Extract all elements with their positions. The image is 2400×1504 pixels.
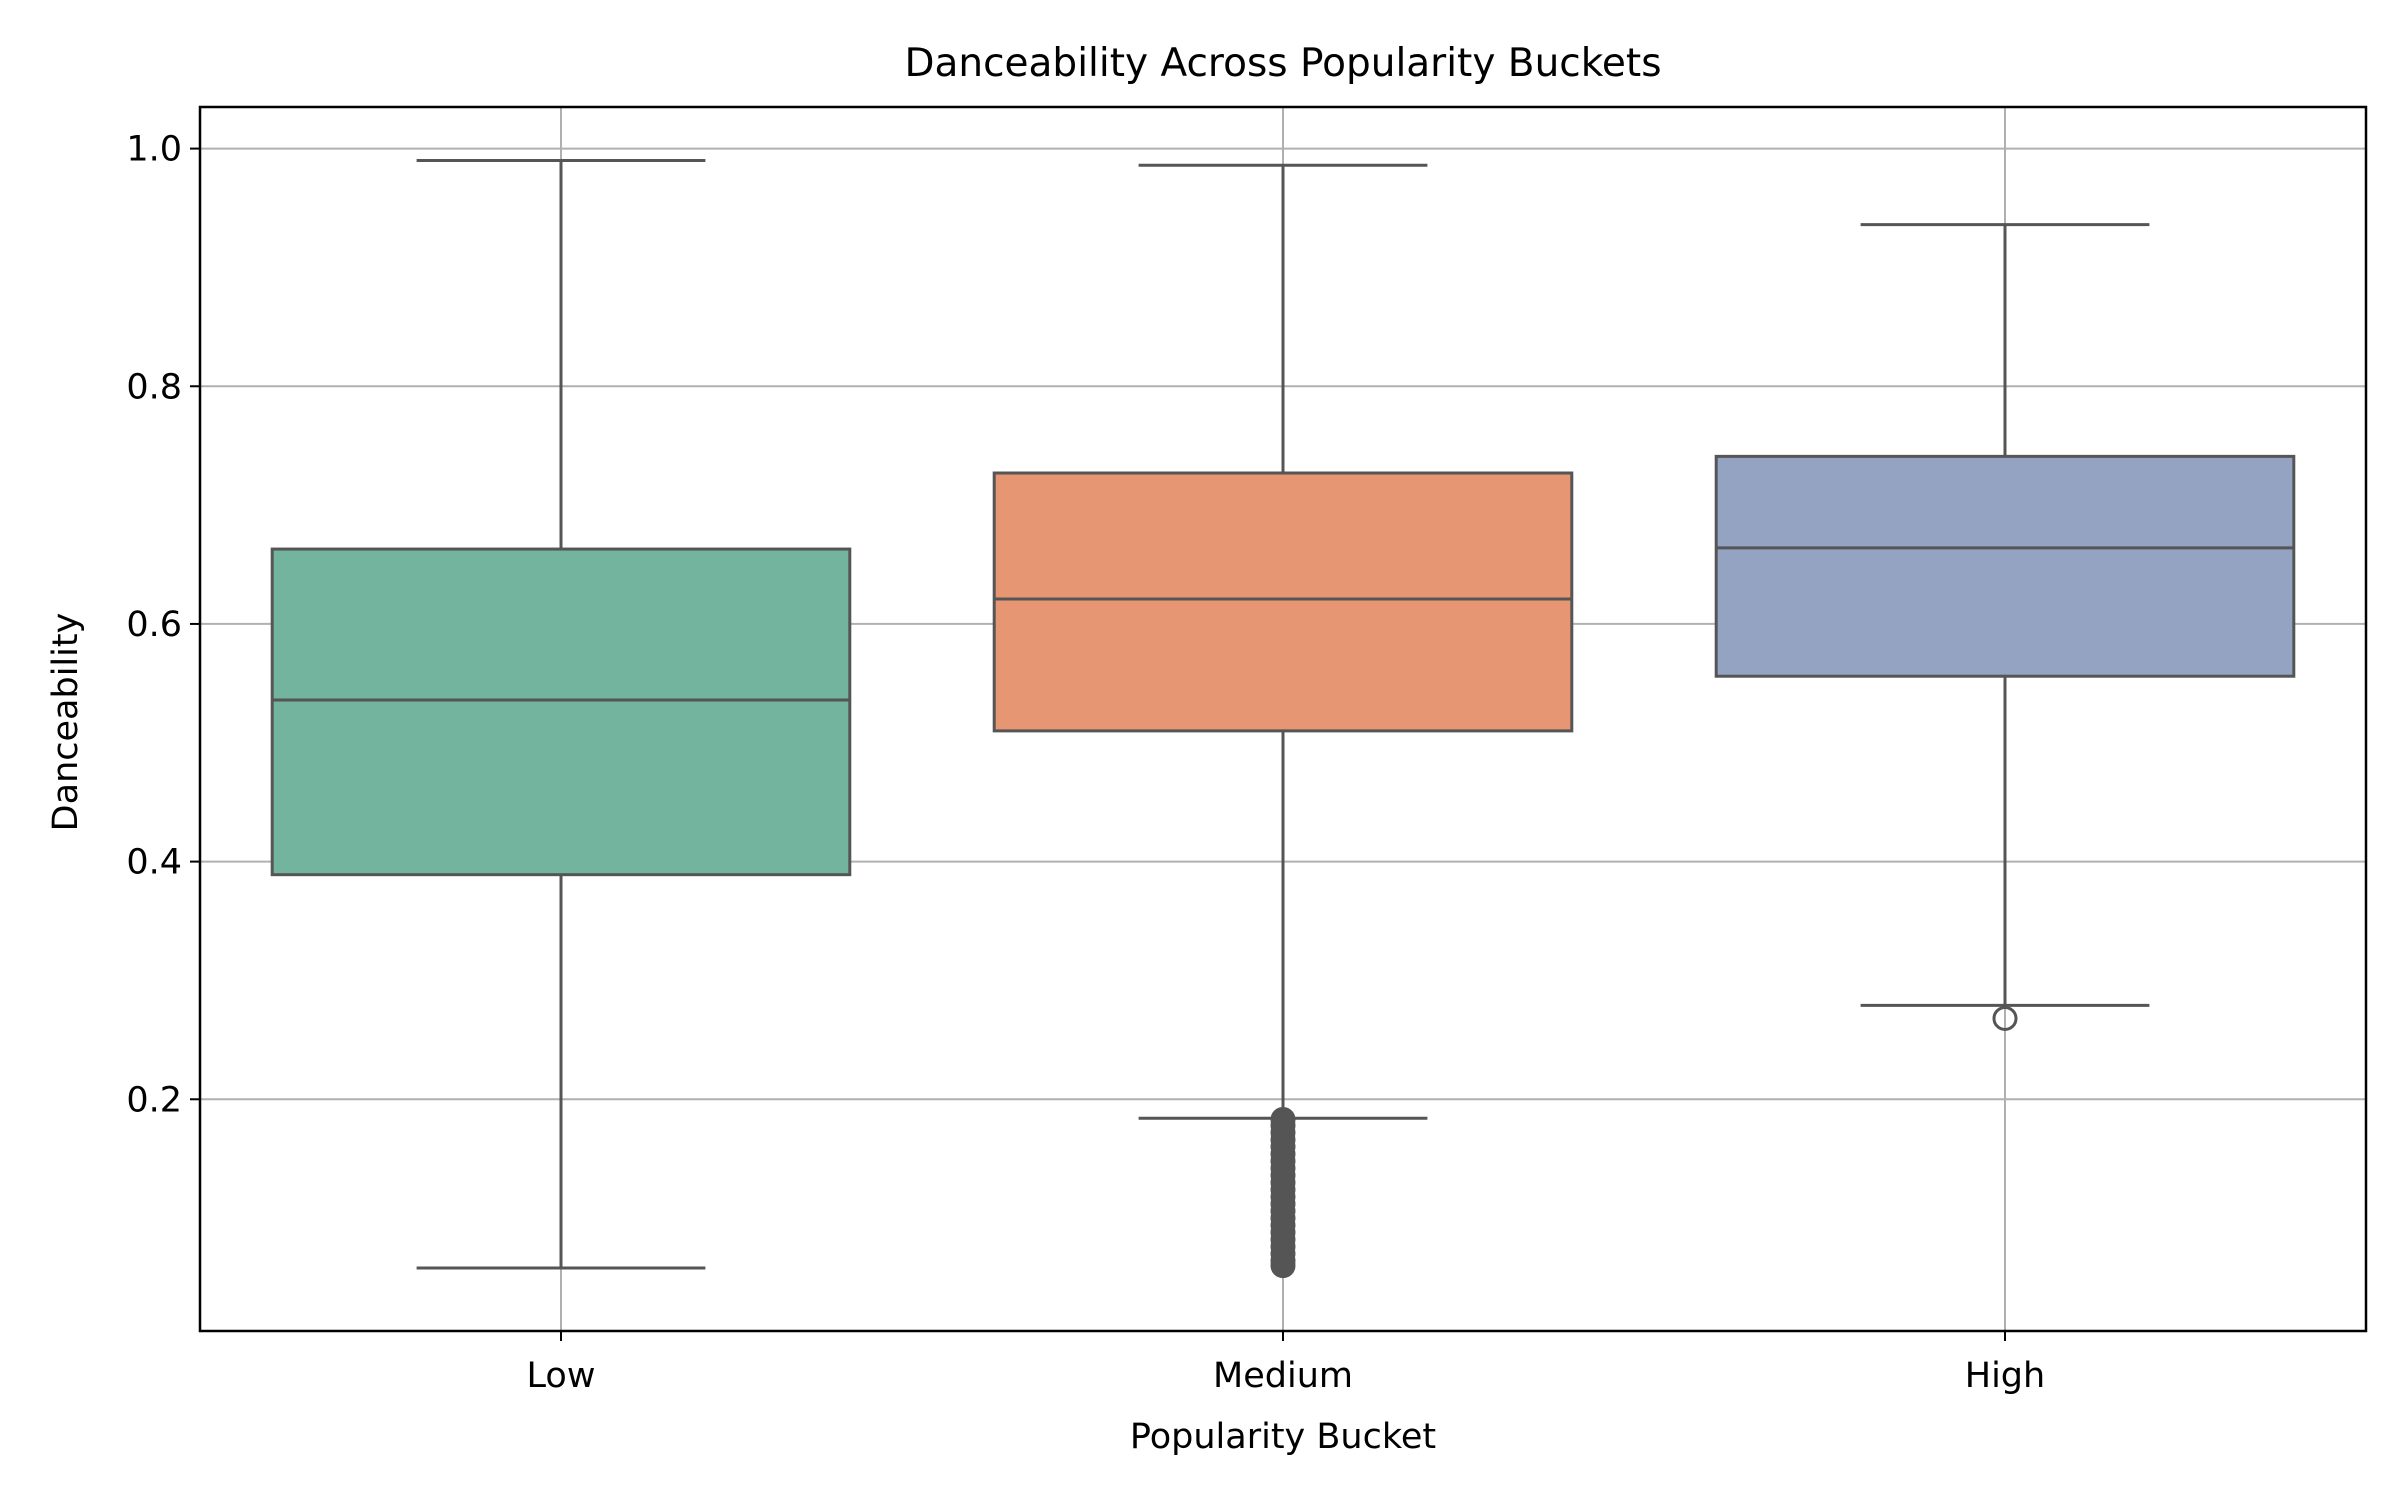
plot-area-frame	[198, 105, 2368, 1333]
x-axis-label: Popularity Bucket	[1130, 1417, 1436, 1457]
x-tick-label: High	[1965, 1356, 2045, 1396]
outlier-point	[1992, 1005, 2018, 1031]
y-tick-label: 1.0	[126, 130, 182, 170]
boxes-group	[270, 158, 2296, 1279]
y-tick-label: 0.6	[126, 605, 182, 645]
box-medium	[992, 163, 1574, 1279]
box-low	[270, 158, 852, 1270]
box-high	[1714, 223, 2296, 1031]
x-tick-label: Medium	[1213, 1356, 1353, 1396]
chart-title: Danceability Across Popularity Buckets	[904, 41, 1661, 86]
iqr-box	[1714, 454, 2296, 678]
y-tick-label: 0.4	[126, 843, 182, 883]
iqr-box	[270, 547, 852, 877]
x-tick-label: Low	[527, 1356, 596, 1396]
y-tick-label: 0.8	[126, 367, 182, 407]
y-axis-label: Danceability	[46, 613, 86, 832]
ticks-group: 0.2 0.4 0.6 0.8 1.0 Low Medium High	[126, 130, 2045, 1396]
outlier-point	[1270, 1253, 1296, 1279]
iqr-box	[992, 471, 1574, 733]
y-tick-label: 0.2	[126, 1080, 182, 1120]
